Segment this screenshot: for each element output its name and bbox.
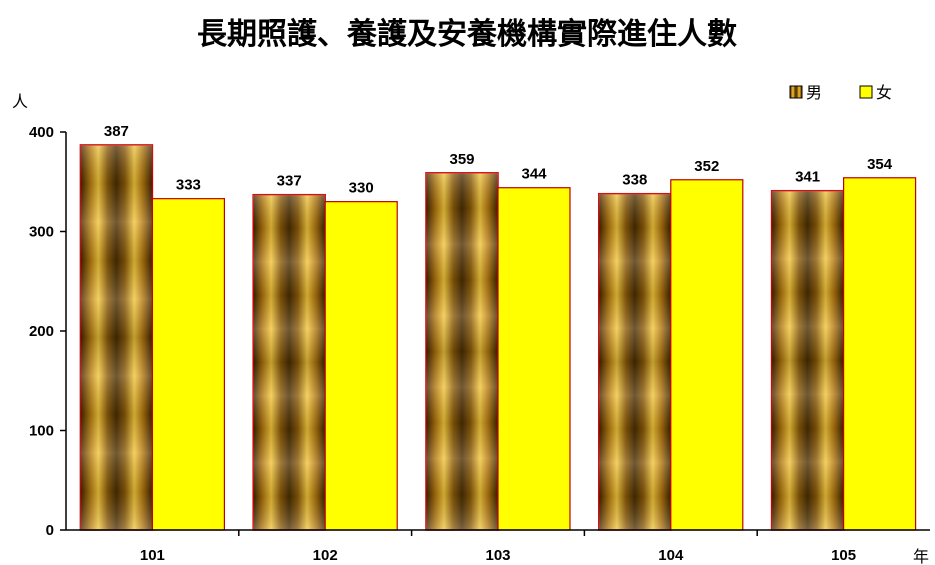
x-axis: 101 102 103 104 105 bbox=[66, 529, 930, 564]
y-tick-label: 400 bbox=[29, 124, 54, 141]
data-label: 387 bbox=[104, 123, 129, 140]
data-label: 354 bbox=[867, 156, 893, 173]
y-axis-unit: 人 bbox=[12, 92, 28, 111]
bar-male bbox=[770, 189, 845, 531]
bar-male bbox=[598, 192, 672, 531]
bar-female bbox=[842, 177, 917, 531]
x-tick-label: 103 bbox=[485, 547, 510, 564]
y-tick-label: 200 bbox=[29, 323, 54, 340]
bar-female bbox=[151, 198, 225, 531]
x-tick-label: 101 bbox=[140, 547, 165, 564]
legend-label: 女 bbox=[876, 83, 892, 102]
y-tick-label: 100 bbox=[29, 423, 54, 440]
bar-female bbox=[497, 187, 571, 531]
legend-swatch bbox=[789, 85, 803, 99]
legend-item: 女 bbox=[859, 83, 892, 102]
bar-male bbox=[79, 144, 154, 531]
y-tick-label: 300 bbox=[29, 224, 54, 241]
y-axis: 0 100 200 300 400 bbox=[29, 124, 67, 539]
x-tick-label: 104 bbox=[658, 547, 684, 564]
bar-female bbox=[670, 179, 744, 531]
bar-female bbox=[324, 201, 398, 531]
data-label: 344 bbox=[521, 166, 547, 183]
data-label: 352 bbox=[694, 158, 719, 175]
bar-male bbox=[425, 172, 499, 531]
bar-male bbox=[252, 193, 326, 531]
chart-title: 長期照護、養護及安養機構實際進住人數 bbox=[197, 17, 737, 52]
legend-item: 男 bbox=[789, 83, 822, 102]
data-label: 341 bbox=[795, 169, 820, 186]
data-label: 338 bbox=[622, 172, 647, 189]
x-tick-label: 102 bbox=[313, 547, 338, 564]
bars bbox=[79, 144, 917, 531]
legend-swatch bbox=[859, 85, 873, 99]
y-tick-label: 0 bbox=[46, 522, 54, 539]
x-tick-label: 105 bbox=[831, 547, 856, 564]
x-axis-unit: 年 bbox=[913, 547, 929, 565]
data-label: 333 bbox=[176, 177, 201, 194]
data-label: 337 bbox=[277, 173, 302, 190]
legend: 男女 bbox=[789, 83, 892, 102]
legend-label: 男 bbox=[806, 83, 822, 102]
data-labels: 387 333 337 330 359 344 338 352 341 354 bbox=[104, 123, 893, 197]
data-label: 330 bbox=[349, 180, 374, 197]
data-label: 359 bbox=[449, 151, 474, 168]
